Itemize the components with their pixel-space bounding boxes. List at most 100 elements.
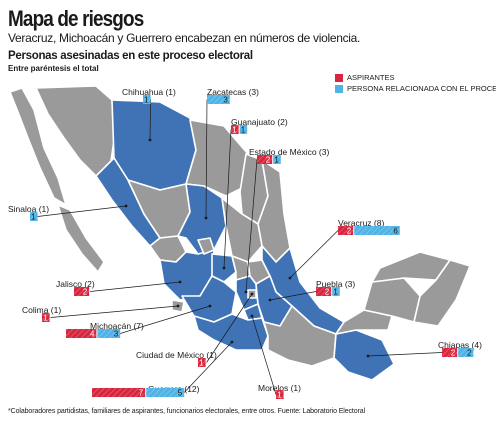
state-label-group: Michoacán (7)4 3: [66, 321, 144, 339]
leader-dot: [148, 138, 152, 142]
bar-value-relacionada: 2: [467, 349, 472, 358]
leader-dot: [244, 290, 248, 294]
state-label-group: Chihuahua (1)1: [122, 87, 176, 105]
bar-hatch: [239, 125, 248, 134]
bar-value-relacionada: 1: [144, 96, 149, 105]
state-shape-baja-california-sur: [57, 204, 105, 273]
bar-hatch: [143, 95, 151, 104]
map-title: Mapa de riesgos: [8, 6, 144, 31]
state-label-group: Puebla (3)2 1: [316, 279, 355, 297]
bar-value-aspirantes: 2: [347, 227, 352, 236]
leader-line: [90, 281, 181, 292]
bar-hatch: [273, 155, 281, 164]
bar-hatch: [458, 348, 474, 357]
leader-dot: [288, 276, 292, 280]
bar-value-aspirantes: 2: [83, 288, 88, 297]
state-shape-coahuila: [185, 119, 249, 197]
state-name-label: Puebla (3): [316, 279, 355, 289]
state-shape-san-luis-potosi: [221, 197, 263, 263]
bar-value-aspirantes: 1: [232, 126, 237, 135]
leader-dot: [366, 354, 370, 358]
bar-hatch: [316, 287, 332, 296]
bar-value-relacionada: 3: [114, 330, 119, 339]
state-label-group: Colima (1)1: [22, 305, 61, 323]
state-name-label: Chiapas (4): [438, 340, 482, 350]
state-name-label: Sinaloa (1): [8, 204, 49, 214]
state-shape-chiapas: [333, 329, 395, 381]
bar-hatch: [66, 329, 97, 338]
leader-line: [269, 291, 317, 301]
state-label-group: Chiapas (4)2 2: [438, 340, 482, 358]
legend-relacionada: PERSONA RELACIONADA CON EL PROCESO*: [335, 84, 496, 93]
bar-value-relacionada: 1: [241, 126, 246, 135]
leader-dot: [230, 340, 234, 344]
bar-hatch: [30, 212, 38, 221]
bar-hatch: [97, 329, 121, 338]
section-note: Entre paréntesis el total: [8, 64, 99, 73]
bar-hatch: [42, 313, 50, 322]
bar-value-aspirantes: 1: [199, 359, 204, 368]
bar-hatch: [354, 226, 400, 235]
state-name-label: Jalisco (2): [56, 279, 95, 289]
bar-hatch: [92, 388, 146, 397]
state-label-group: Morelos (1)1: [258, 383, 301, 400]
legend-label: PERSONA RELACIONADA CON EL PROCESO*: [347, 84, 496, 93]
bar-value-relacionada: 1: [31, 213, 36, 222]
leader-line: [50, 305, 179, 318]
state-shape-quintana-roo: [413, 259, 471, 327]
bar-hatch: [332, 287, 340, 296]
leader-dot: [250, 292, 254, 296]
bar-hatch: [231, 125, 239, 134]
state-name-label: Ciudad de México (1): [136, 350, 217, 360]
state-label-group: Guanajuato (2)1 1: [231, 117, 288, 135]
leader-line: [149, 99, 151, 141]
bar-value-aspirantes: 7: [139, 389, 144, 398]
bar-value-aspirantes: 2: [325, 288, 330, 297]
leader-line: [223, 129, 232, 269]
bar-hatch: [146, 388, 185, 397]
state-name-label: Veracruz (8): [338, 218, 384, 228]
bar-hatch: [74, 287, 90, 296]
leader-dot: [208, 304, 212, 308]
leader-dot: [124, 204, 128, 208]
state-name-label: Michoacán (7): [90, 321, 144, 331]
state-name-label: Morelos (1): [258, 383, 301, 393]
legend-swatch-blue: [335, 84, 343, 93]
bar-hatch: [276, 390, 284, 399]
state-name-label: Estado de México (3): [249, 147, 329, 157]
leader-line: [206, 293, 253, 363]
bar-value-relacionada: 6: [393, 227, 398, 236]
map-subtitle: Veracruz, Michoacán y Guerrero encabezan…: [8, 31, 361, 45]
bar-value-aspirantes: 1: [277, 391, 282, 400]
state-shape-baja-california: [9, 87, 67, 206]
leader-dot: [268, 298, 272, 302]
legend-aspirantes: ASPIRANTES: [335, 73, 395, 82]
leader-dot: [250, 314, 254, 318]
leader-line: [37, 205, 127, 217]
state-label-group: Ciudad de México (1)1: [136, 350, 217, 368]
leader-lines: [37, 99, 443, 395]
state-name-label: Zacatecas (3): [207, 87, 259, 97]
bar-value-relacionada: 5: [178, 389, 183, 398]
leader-line: [289, 230, 339, 279]
state-label-group: Estado de México (3)2 1: [249, 147, 329, 165]
leader-line: [367, 352, 443, 357]
state-name-label: Colima (1): [22, 305, 61, 315]
bar-value-relacionada: 1: [274, 156, 279, 165]
bar-hatch: [338, 226, 354, 235]
leader-dot: [178, 280, 182, 284]
bar-value-relacionada: 3: [223, 96, 228, 105]
bar-value-aspirantes: 2: [451, 349, 456, 358]
bar-value-aspirantes: 4: [90, 330, 95, 339]
leader-line: [251, 315, 277, 395]
bar-value-aspirantes: 2: [266, 156, 271, 165]
leader-dot: [176, 304, 180, 308]
bar-value-relacionada: 1: [333, 288, 338, 297]
leader-line: [245, 159, 258, 293]
state-shapes: [9, 85, 471, 381]
leader-dot: [222, 266, 226, 270]
bar-hatch: [207, 95, 230, 104]
leader-dot: [204, 216, 208, 220]
state-name-label: Chihuahua (1): [122, 87, 176, 97]
leader-line: [183, 341, 233, 393]
